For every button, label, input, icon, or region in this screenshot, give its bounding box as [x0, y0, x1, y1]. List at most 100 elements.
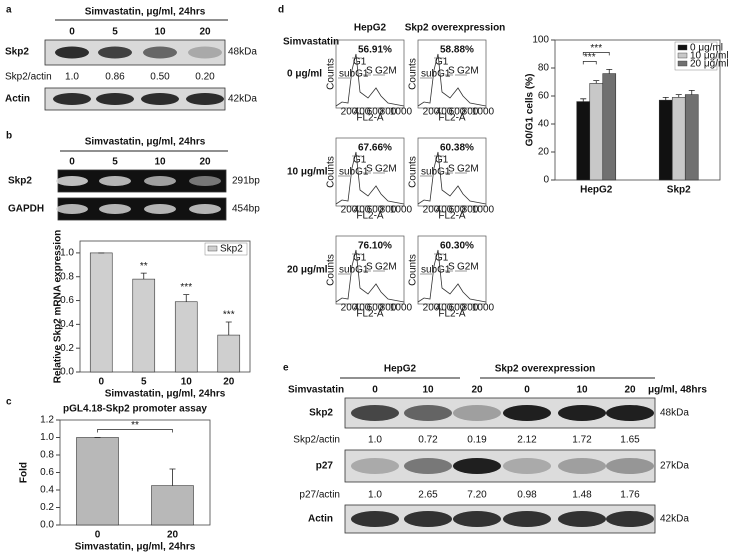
x-tick-label: 800: [462, 303, 479, 314]
row-label: Skp2: [8, 176, 32, 187]
flow-frame: [417, 235, 487, 305]
gate-label: subG1: [421, 167, 451, 178]
y-axis-label: G0/G1 cells (%): [525, 74, 536, 147]
band: [453, 511, 501, 527]
band: [98, 46, 132, 59]
gate-label: S: [366, 164, 373, 175]
size-label: 42kDa: [660, 514, 689, 525]
y-axis-label: Counts: [326, 156, 337, 188]
dose-unit: μg/ml, 48hrs: [648, 385, 707, 396]
bar: [684, 94, 699, 181]
column-header: Skp2 overexpression: [405, 23, 506, 34]
size-label: 454bp: [232, 204, 260, 215]
gate-label: subG1: [339, 265, 369, 276]
gate-label: G2M: [375, 66, 397, 77]
legend-swatch: [677, 52, 688, 59]
legend-label: 0 μg/ml: [690, 43, 723, 54]
bar: [174, 301, 198, 373]
band: [606, 458, 654, 474]
x-tick-label: 400: [436, 205, 453, 216]
gate-markers: [420, 57, 467, 79]
x-tick-label: 600: [449, 107, 466, 118]
legend-swatch: [677, 60, 688, 67]
flow-trace: [417, 151, 487, 205]
y-tick-label: 0.4: [40, 485, 54, 496]
band: [99, 204, 131, 214]
y-axis-label: Counts: [326, 58, 337, 90]
ratio-value: 0.20: [195, 72, 215, 83]
gate-markers: [338, 253, 385, 275]
group-header: Skp2 overexpression: [495, 364, 596, 375]
blot: [44, 87, 226, 111]
y-tick-label: 0.8: [40, 450, 54, 461]
y-tick-label: 0.4: [60, 319, 74, 330]
x-tick-label: 600: [367, 107, 384, 118]
band: [453, 458, 501, 474]
size-label: 42kDa: [228, 94, 257, 105]
dose-label: 10: [154, 157, 166, 168]
band: [189, 176, 221, 186]
y-axis-label: Counts: [408, 156, 419, 188]
y-tick-label: 1.0: [40, 432, 54, 443]
x-tick-label: 1000: [390, 205, 413, 216]
x-tick-label: 800: [462, 107, 479, 118]
ratio-value: 1.72: [572, 435, 592, 446]
gate-label: S: [366, 66, 373, 77]
x-tick-label: 5: [141, 377, 147, 388]
x-tick-label: 400: [436, 107, 453, 118]
error-bar: [225, 321, 232, 336]
gate-label: S: [448, 262, 455, 273]
flow-trace: [417, 249, 487, 303]
x-tick-label: 600: [449, 205, 466, 216]
x-tick-label: 800: [380, 205, 397, 216]
size-label: 48kDa: [660, 408, 689, 419]
panel-label: e: [283, 363, 289, 374]
size-label: 27kDa: [660, 461, 689, 472]
y-axis-label: Counts: [408, 254, 419, 286]
band: [404, 405, 452, 421]
row-label: Actin: [308, 514, 333, 525]
size-label: 48kDa: [228, 47, 257, 58]
gate-label: G1: [353, 155, 367, 166]
gate-label: subG1: [339, 167, 369, 178]
gate-label: G1: [435, 155, 449, 166]
percentage: 56.91%: [358, 45, 392, 56]
band: [99, 176, 131, 186]
gate-label: G2M: [457, 164, 479, 175]
row-label: Skp2: [309, 408, 333, 419]
gate-label: subG1: [339, 69, 369, 80]
plot-frame: [79, 240, 251, 373]
ratio-value: 1.65: [620, 435, 640, 446]
legend-swatch: [207, 245, 218, 252]
x-tick-label: 200: [423, 107, 440, 118]
legend-swatch: [677, 44, 688, 51]
bar: [217, 334, 241, 373]
bar: [671, 97, 686, 181]
row-label: p27: [316, 461, 334, 472]
y-axis-label: Counts: [408, 58, 419, 90]
y-tick-label: 0.2: [40, 502, 54, 513]
x-tick-label: 20: [223, 377, 235, 388]
y-axis-label: Counts: [326, 254, 337, 286]
row-label: Actin: [5, 94, 30, 105]
dose-label: 5: [112, 27, 118, 38]
dose-label: 10: [422, 385, 434, 396]
bar: [589, 83, 604, 181]
band: [606, 405, 654, 421]
row-label: GAPDH: [8, 204, 44, 215]
x-tick-label: 800: [380, 107, 397, 118]
band: [186, 93, 224, 105]
band: [351, 405, 399, 421]
dose-label: 20: [199, 27, 211, 38]
x-tick-label: 200: [341, 107, 358, 118]
significance: ***: [584, 52, 596, 63]
percentage: 76.10%: [358, 241, 392, 252]
x-tick-label: 1000: [390, 107, 413, 118]
y-tick-label: 40: [538, 119, 550, 130]
x-tick-label: 0: [98, 377, 104, 388]
flow-frame: [335, 39, 405, 109]
group-header: HepG2: [384, 364, 417, 375]
ratio-value: 1.48: [572, 490, 592, 501]
dose-label: 0: [69, 157, 75, 168]
